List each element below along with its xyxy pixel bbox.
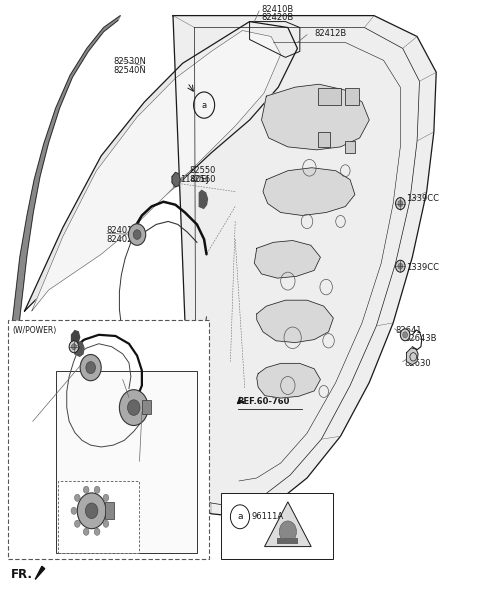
Circle shape bbox=[74, 520, 80, 527]
Text: 1140EJ: 1140EJ bbox=[180, 175, 209, 184]
Circle shape bbox=[398, 263, 403, 269]
Circle shape bbox=[107, 507, 112, 514]
Polygon shape bbox=[172, 172, 180, 187]
Text: a: a bbox=[237, 512, 243, 521]
Bar bbox=[318, 132, 329, 147]
Polygon shape bbox=[32, 30, 281, 311]
Text: 82540N: 82540N bbox=[113, 66, 146, 75]
Text: 82424C: 82424C bbox=[140, 459, 169, 468]
Text: (SAFETY): (SAFETY) bbox=[63, 483, 97, 492]
Circle shape bbox=[279, 521, 297, 542]
Text: 1339CC: 1339CC bbox=[58, 333, 88, 342]
Circle shape bbox=[103, 520, 109, 527]
Polygon shape bbox=[257, 364, 321, 398]
Circle shape bbox=[77, 493, 106, 529]
Text: 82560: 82560 bbox=[190, 175, 216, 184]
Polygon shape bbox=[263, 168, 355, 215]
Bar bbox=[345, 89, 359, 105]
Text: 82402: 82402 bbox=[9, 423, 33, 432]
Polygon shape bbox=[262, 84, 369, 150]
Text: 82401: 82401 bbox=[106, 226, 132, 235]
Circle shape bbox=[396, 197, 405, 209]
Text: 82530N: 82530N bbox=[113, 57, 146, 66]
Circle shape bbox=[85, 503, 98, 518]
Bar bbox=[105, 502, 114, 518]
Polygon shape bbox=[264, 502, 311, 547]
Circle shape bbox=[396, 260, 405, 272]
Text: FR.: FR. bbox=[11, 568, 33, 581]
Bar bbox=[345, 141, 355, 153]
Polygon shape bbox=[254, 240, 321, 278]
Circle shape bbox=[84, 528, 89, 535]
Text: 82450L: 82450L bbox=[137, 375, 166, 384]
Polygon shape bbox=[173, 16, 436, 517]
Polygon shape bbox=[24, 22, 298, 311]
Circle shape bbox=[86, 362, 96, 374]
Bar bbox=[58, 481, 140, 553]
Polygon shape bbox=[199, 190, 207, 208]
Text: 82410B: 82410B bbox=[262, 5, 294, 14]
Polygon shape bbox=[75, 342, 84, 356]
Text: 82450L: 82450L bbox=[63, 492, 91, 501]
Circle shape bbox=[120, 390, 148, 426]
Circle shape bbox=[400, 329, 410, 341]
Text: a: a bbox=[202, 100, 207, 109]
Text: 96111A: 96111A bbox=[252, 512, 284, 521]
Circle shape bbox=[94, 486, 100, 493]
Text: 82460R: 82460R bbox=[137, 384, 167, 393]
Circle shape bbox=[103, 494, 109, 501]
Text: 82412B: 82412B bbox=[314, 29, 347, 38]
Bar bbox=[221, 493, 333, 559]
Text: 82420B: 82420B bbox=[262, 13, 294, 22]
Text: 82401: 82401 bbox=[9, 414, 33, 423]
Circle shape bbox=[80, 355, 101, 381]
Circle shape bbox=[94, 528, 100, 535]
Bar bbox=[142, 401, 152, 414]
Text: 82550: 82550 bbox=[190, 166, 216, 175]
Polygon shape bbox=[257, 300, 333, 343]
Text: 82643B: 82643B bbox=[404, 334, 437, 343]
Text: (W/POWER): (W/POWER) bbox=[12, 326, 57, 335]
Circle shape bbox=[84, 486, 89, 493]
Text: 82402: 82402 bbox=[106, 235, 132, 244]
Text: 1339CC: 1339CC bbox=[407, 263, 440, 272]
Circle shape bbox=[72, 344, 76, 350]
Text: 82630: 82630 bbox=[404, 359, 431, 368]
Circle shape bbox=[133, 230, 141, 239]
Bar bbox=[8, 320, 209, 559]
Bar bbox=[277, 538, 299, 544]
Bar bbox=[318, 89, 340, 105]
Circle shape bbox=[128, 400, 140, 416]
Circle shape bbox=[398, 200, 403, 206]
Polygon shape bbox=[72, 331, 80, 344]
Polygon shape bbox=[35, 566, 45, 579]
Circle shape bbox=[403, 332, 408, 338]
Circle shape bbox=[74, 494, 80, 501]
Text: 82641: 82641 bbox=[396, 325, 422, 334]
Circle shape bbox=[69, 341, 79, 353]
Text: REF.60-760: REF.60-760 bbox=[238, 397, 290, 406]
Text: 1339CC: 1339CC bbox=[407, 194, 440, 203]
Polygon shape bbox=[10, 16, 120, 341]
Bar bbox=[56, 371, 197, 553]
Circle shape bbox=[129, 224, 146, 245]
Circle shape bbox=[71, 507, 77, 514]
Polygon shape bbox=[407, 348, 418, 365]
